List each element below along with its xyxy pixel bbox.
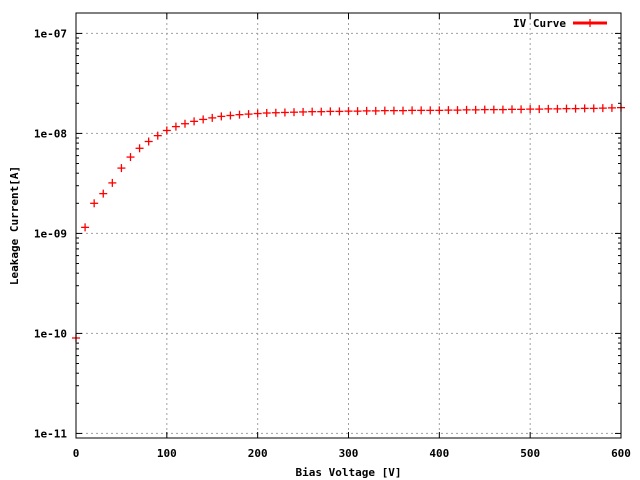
x-tick-label: 600: [611, 447, 631, 460]
data-point: [199, 115, 208, 124]
grid: [76, 13, 621, 438]
data-point: [453, 106, 462, 115]
data-point: [462, 105, 471, 114]
data-point: [271, 108, 280, 117]
data-point: [217, 112, 226, 121]
data-point: [171, 122, 180, 131]
data-point: [144, 137, 153, 146]
y-tick-label: 1e-10: [34, 327, 67, 340]
data-point: [108, 178, 117, 187]
tick-labels: 0 100 200 300 400 500 600 1e-11 1e-10 1e-09 1e-08 1…: [34, 27, 631, 460]
data-point: [571, 104, 580, 113]
x-tick-label: 100: [157, 447, 177, 460]
data-point: [553, 104, 562, 113]
data-point: [135, 144, 144, 153]
data-point: [244, 110, 253, 119]
data-point: [408, 106, 417, 115]
data-point: [526, 105, 535, 114]
data-point: [589, 104, 598, 113]
data-point: [371, 106, 380, 115]
x-tick-label: 300: [339, 447, 359, 460]
data-point: [117, 164, 126, 173]
data-point: [317, 107, 326, 116]
y-tick-label: 1e-07: [34, 27, 67, 40]
data-point: [580, 104, 589, 113]
y-axis-title: Leakage Current[A]: [8, 166, 21, 285]
y-tick-label: 1e-11: [34, 427, 67, 440]
data-point: [535, 105, 544, 114]
data-point: [208, 113, 217, 122]
data-point: [498, 105, 507, 114]
data-point: [290, 108, 298, 117]
data-point: [353, 107, 362, 116]
data-point: [226, 111, 235, 120]
legend-marker: [586, 19, 594, 27]
data-point: [99, 189, 108, 198]
x-tick-label: 500: [520, 447, 540, 460]
data-point: [471, 105, 480, 114]
legend-label: IV Curve: [513, 17, 566, 30]
x-tick-label: 400: [429, 447, 449, 460]
data-point: [335, 107, 344, 116]
data-point: [508, 105, 516, 114]
x-axis-title: Bias Voltage [V]: [296, 466, 402, 479]
data-point: [417, 106, 426, 115]
data-point: [607, 103, 616, 112]
data-point: [90, 199, 99, 208]
data-point: [380, 106, 389, 115]
data-point: [126, 153, 135, 162]
data-point: [562, 104, 571, 113]
data-point: [389, 106, 398, 115]
data-point: [426, 106, 435, 115]
y-tick-label: 1e-08: [34, 127, 67, 140]
x-tick-label: 0: [73, 447, 80, 460]
data-point: [326, 107, 335, 116]
data-point: [162, 126, 171, 135]
data-point: [399, 106, 407, 115]
data-point: [153, 131, 162, 140]
data-point: [235, 110, 244, 119]
data-point: [362, 106, 371, 115]
y-tick-label: 1e-09: [34, 227, 67, 240]
data-point: [544, 104, 553, 113]
plot-frame: [75, 12, 622, 439]
data-point: [444, 106, 453, 115]
data-point: [190, 117, 199, 126]
data-point: [299, 107, 308, 116]
data-point: [308, 107, 317, 116]
data-point: [280, 108, 289, 117]
data-point: [598, 104, 607, 113]
data-point: [181, 119, 189, 128]
legend: IV Curve: [513, 17, 607, 30]
data-point: [517, 105, 526, 114]
data-point: [435, 106, 444, 115]
x-tick-label: 200: [248, 447, 268, 460]
data-point: [253, 109, 262, 118]
data-point: [489, 105, 498, 114]
data-point: [344, 107, 353, 116]
data-point: [262, 109, 271, 118]
data-point: [81, 223, 90, 232]
data-point: [480, 105, 489, 114]
data-points: [72, 103, 625, 342]
